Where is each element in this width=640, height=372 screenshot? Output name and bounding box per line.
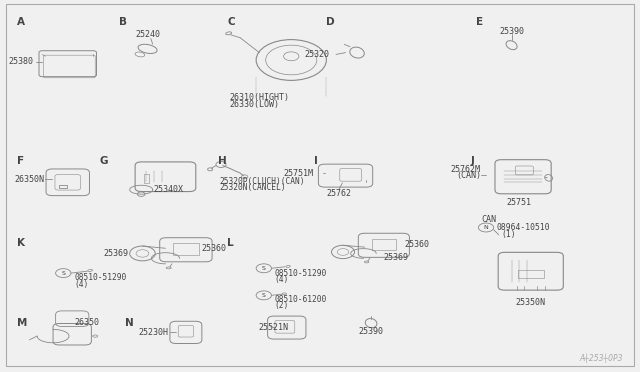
Text: 08510-61200: 08510-61200 bbox=[274, 295, 326, 304]
Text: (1): (1) bbox=[501, 230, 516, 239]
Text: N: N bbox=[125, 318, 134, 328]
Text: 25320N(CANCEL): 25320N(CANCEL) bbox=[219, 183, 285, 192]
Text: 08510-51290: 08510-51290 bbox=[274, 269, 326, 278]
Text: M: M bbox=[17, 318, 27, 328]
Text: 26350: 26350 bbox=[74, 318, 99, 327]
Bar bbox=[173, 243, 198, 254]
Text: I: I bbox=[314, 156, 317, 166]
Text: N: N bbox=[484, 225, 488, 230]
Text: S: S bbox=[262, 266, 266, 271]
Bar bbox=[60, 185, 67, 188]
Text: 26350N: 26350N bbox=[14, 175, 44, 184]
Text: 25240: 25240 bbox=[135, 29, 160, 39]
Text: S: S bbox=[61, 270, 65, 276]
Text: (4): (4) bbox=[74, 280, 88, 289]
Text: 25230H: 25230H bbox=[138, 328, 168, 337]
Text: K: K bbox=[17, 238, 25, 248]
Text: 25320P(CLUCH)(CAN): 25320P(CLUCH)(CAN) bbox=[219, 177, 305, 186]
Text: G: G bbox=[100, 156, 108, 166]
Text: 25360: 25360 bbox=[404, 240, 429, 249]
Text: 26330(LOW): 26330(LOW) bbox=[229, 100, 279, 109]
Text: A: A bbox=[17, 17, 25, 28]
Text: 25369: 25369 bbox=[384, 253, 409, 262]
Text: 25340X: 25340X bbox=[153, 185, 183, 194]
Text: 25751M: 25751M bbox=[284, 169, 314, 177]
Text: C: C bbox=[227, 17, 235, 28]
Text: 25369: 25369 bbox=[104, 249, 129, 258]
Text: F: F bbox=[17, 156, 24, 166]
Text: A┼253┼0P3: A┼253┼0P3 bbox=[580, 354, 623, 363]
Text: 25762M: 25762M bbox=[451, 165, 481, 174]
Text: 08510-51290: 08510-51290 bbox=[74, 273, 126, 282]
Text: L: L bbox=[227, 238, 234, 248]
Text: 25350N: 25350N bbox=[516, 298, 546, 307]
Text: E: E bbox=[476, 17, 484, 28]
Text: 26310(HIGHT): 26310(HIGHT) bbox=[229, 93, 289, 102]
Text: B: B bbox=[119, 17, 127, 28]
Text: S: S bbox=[262, 293, 266, 298]
Text: (2): (2) bbox=[274, 301, 288, 310]
Text: 08964-10510: 08964-10510 bbox=[496, 223, 550, 232]
Text: (CAN): (CAN) bbox=[456, 171, 481, 180]
Text: 25380: 25380 bbox=[9, 57, 34, 66]
Text: 25390: 25390 bbox=[499, 26, 524, 36]
Text: CAN: CAN bbox=[481, 215, 496, 224]
Text: 25762: 25762 bbox=[326, 189, 351, 198]
Text: D: D bbox=[326, 17, 335, 28]
Bar bbox=[518, 270, 543, 278]
Bar bbox=[372, 239, 396, 250]
Bar bbox=[144, 174, 149, 183]
Text: 25360: 25360 bbox=[202, 244, 227, 253]
Text: 25521N: 25521N bbox=[259, 323, 289, 332]
Text: 25751: 25751 bbox=[507, 198, 532, 207]
Text: 25320: 25320 bbox=[305, 50, 330, 59]
Text: (4): (4) bbox=[274, 275, 288, 284]
Text: 25390: 25390 bbox=[358, 327, 383, 336]
Text: H: H bbox=[218, 156, 227, 166]
Text: J: J bbox=[470, 156, 474, 166]
